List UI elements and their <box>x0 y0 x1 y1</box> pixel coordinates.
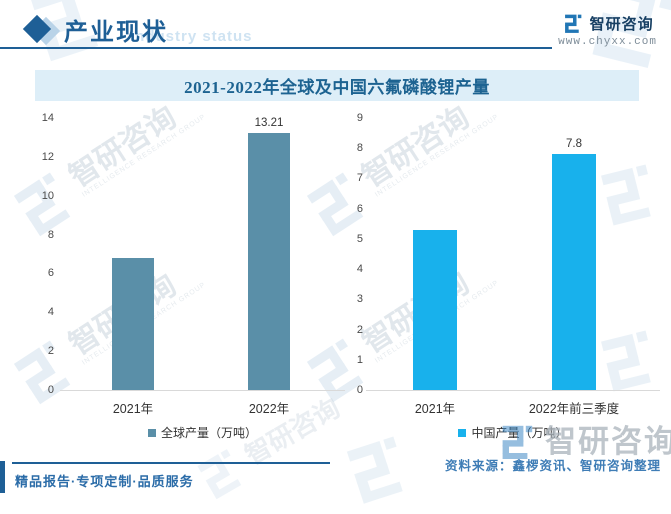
y-axis-tick: 2 <box>47 345 54 358</box>
footer-divider <box>12 462 330 464</box>
header-divider <box>0 47 552 49</box>
x-axis-label: 2022年 <box>248 402 290 416</box>
legend-label: 全球产量（万吨） <box>160 426 257 440</box>
diamond-icon <box>22 14 61 46</box>
footer-tagline: 精品报告·专项定制·品质服务 <box>15 474 194 489</box>
chart-legend: 全球产量（万吨） <box>60 424 345 441</box>
brand-logo-icon <box>564 14 581 33</box>
bar-2022年前三季度 <box>552 154 596 390</box>
bar-2021年 <box>112 257 154 390</box>
y-axis-tick: 8 <box>47 228 54 241</box>
page-title: 产业现状 <box>64 20 168 46</box>
legend-swatch <box>147 428 156 437</box>
x-axis-label: 2021年 <box>414 402 456 416</box>
data-source: 资料来源：鑫椤资讯、智研咨询整理 <box>444 459 661 473</box>
brand-block: 智研咨询 www.chyxx.com <box>558 12 657 48</box>
y-axis-tick: 12 <box>41 150 54 163</box>
chart-china-production: 0 1 2 3 4 5 6 7 8 9 2021年 7.8 2022年前三季度中国产量（万吨） <box>345 112 671 447</box>
bar-2022年 <box>248 133 290 390</box>
chart-legend: 中国产量（万吨） <box>366 424 660 441</box>
x-axis-label: 2021年 <box>112 402 154 416</box>
y-axis-tick: 4 <box>356 263 363 276</box>
bar-value-label: 13.21 <box>254 117 284 130</box>
header-subtitle: Industry status <box>130 28 253 45</box>
x-axis-label: 2022年前三季度 <box>528 402 620 416</box>
y-axis-tick: 0 <box>356 384 363 396</box>
bar-2021年 <box>413 229 457 390</box>
watermark-logo-icon <box>197 449 246 500</box>
y-axis-tick: 6 <box>356 202 363 215</box>
footer-accent-bar <box>0 461 5 493</box>
x-axis-line <box>60 390 345 391</box>
chart-global-production: 0 2 4 6 8 10 12 14 2021年 13.21 2022年全球产量（万吨） <box>30 112 350 447</box>
bar-value-label: 7.8 <box>566 138 582 151</box>
chart-title-band: 2021-2022年全球及中国六氟磷酸锂产量 <box>35 70 639 101</box>
legend-swatch <box>458 428 467 437</box>
y-axis-tick: 9 <box>356 112 363 124</box>
y-axis-tick: 5 <box>356 232 363 245</box>
brand-name: 智研咨询 <box>589 15 654 33</box>
y-axis-tick: 6 <box>47 267 54 280</box>
y-axis-tick: 3 <box>356 293 363 306</box>
y-axis-tick: 10 <box>41 189 54 202</box>
brand-website: www.chyxx.com <box>558 36 657 48</box>
y-axis-tick: 0 <box>47 384 54 396</box>
y-axis-tick: 14 <box>41 112 54 124</box>
y-axis-tick: 4 <box>47 306 54 319</box>
y-axis-tick: 2 <box>356 323 363 336</box>
chart-title: 2021-2022年全球及中国六氟磷酸锂产量 <box>184 78 490 97</box>
y-axis-tick: 1 <box>356 353 363 366</box>
x-axis-line <box>366 390 660 391</box>
legend-label: 中国产量（万吨） <box>471 426 568 440</box>
y-axis-tick: 8 <box>356 142 363 155</box>
y-axis-tick: 7 <box>356 172 363 185</box>
